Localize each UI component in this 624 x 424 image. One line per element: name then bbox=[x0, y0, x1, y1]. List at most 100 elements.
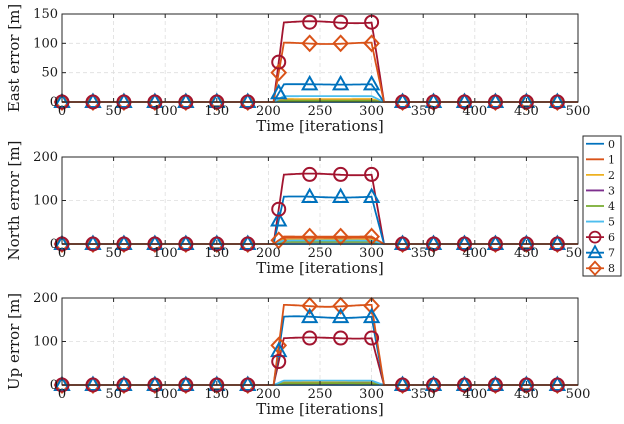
panel2-y-axis-label: North error [m] bbox=[5, 141, 23, 261]
panel3-y-axis-label: Up error [m] bbox=[5, 293, 23, 390]
panel2-series-7-marker bbox=[84, 234, 102, 250]
panel1-x-tick-label: 400 bbox=[462, 104, 487, 119]
panel3-series-7-marker bbox=[455, 375, 474, 391]
panel3-series-8-marker bbox=[270, 336, 288, 355]
panel1-x-tick-label: 100 bbox=[153, 104, 178, 119]
panel3-series-7-marker bbox=[300, 307, 319, 324]
panel3-y-tick-label: 100 bbox=[33, 335, 58, 350]
panel2-x-tick-label: 100 bbox=[153, 246, 178, 261]
panel3-series-6-marker bbox=[302, 330, 318, 346]
panel3-series-7-marker bbox=[115, 375, 133, 391]
panel1-y-axis-label: East error [m] bbox=[5, 4, 23, 113]
panel2-series-7-marker bbox=[548, 234, 567, 250]
panel3-series-7-marker bbox=[362, 307, 381, 324]
panel3-series-7-marker bbox=[548, 375, 567, 391]
panel2-series-6-marker bbox=[302, 166, 318, 182]
panel3-series-7-marker bbox=[239, 375, 257, 391]
panel3-series-6-marker bbox=[333, 330, 349, 346]
panel1-x-tick-label: 350 bbox=[411, 104, 436, 119]
panel1-series-8-marker bbox=[332, 34, 350, 53]
panel1-series-6-marker bbox=[271, 54, 287, 70]
panel3-y-tick-label: 0 bbox=[50, 378, 58, 393]
panel3-series-7-marker bbox=[208, 375, 226, 391]
panel2-x-tick-label: 450 bbox=[514, 246, 539, 261]
panel1-x-tick-label: 300 bbox=[359, 104, 384, 119]
panel1-series-7-marker bbox=[300, 74, 319, 91]
legend-label-6: 6 bbox=[608, 231, 615, 244]
panel3-series-7-marker bbox=[424, 375, 443, 391]
legend-label-1: 1 bbox=[608, 153, 615, 166]
panel1-series-7-marker bbox=[517, 92, 536, 108]
panel1-series-7-marker bbox=[146, 92, 164, 108]
panel1-series-7-marker bbox=[177, 92, 195, 108]
panel3-series-6-marker bbox=[364, 330, 380, 346]
panel1-series-7-marker bbox=[239, 92, 257, 108]
panel1-x-tick-label: 500 bbox=[566, 104, 591, 119]
panel1-series-7-marker bbox=[424, 92, 443, 108]
legend-label-0: 0 bbox=[608, 138, 615, 151]
panel1-x-tick-label: 50 bbox=[105, 104, 122, 119]
panel2-x-tick-label: 200 bbox=[256, 246, 281, 261]
panel3-series-7-marker bbox=[517, 375, 536, 391]
panel3-series-8-marker bbox=[301, 296, 319, 315]
panel3-x-tick-label: 250 bbox=[308, 387, 333, 402]
panel2-series-7-marker bbox=[53, 234, 71, 250]
panel2-x-axis-label: Time [iterations] bbox=[256, 259, 383, 277]
panel1-series-8-marker bbox=[301, 34, 319, 53]
panel2-series-6-marker bbox=[333, 166, 349, 182]
panel1-x-tick-label: 150 bbox=[204, 104, 229, 119]
panel1-series-8-marker bbox=[270, 63, 288, 82]
panel2-series-8-marker bbox=[270, 231, 288, 250]
panel2-series-7-marker bbox=[115, 234, 133, 250]
panel2-series-7-marker bbox=[331, 187, 350, 204]
panel3-x-tick-label: 400 bbox=[462, 387, 487, 402]
panel2-x-tick-label: 400 bbox=[462, 246, 487, 261]
panel1-series-7-marker bbox=[331, 74, 350, 91]
panel2-x-tick-label: 350 bbox=[411, 246, 436, 261]
panel2-series-7-marker bbox=[486, 234, 505, 250]
panel1-x-tick-label: 450 bbox=[514, 104, 539, 119]
panel1-series-7-marker bbox=[270, 83, 288, 100]
panel3-series-8-marker bbox=[332, 296, 350, 315]
panel1-y-tick-label: 150 bbox=[33, 7, 58, 22]
panel3-x-tick-label: 50 bbox=[105, 387, 122, 402]
panel1-x-axis-label: Time [iterations] bbox=[256, 117, 383, 135]
panel3-series-7-marker bbox=[84, 375, 102, 391]
panel3-series-7-marker bbox=[270, 341, 288, 358]
panel1-series-7-marker bbox=[455, 92, 474, 108]
legend-marker-7 bbox=[587, 244, 603, 259]
panel3-x-tick-label: 150 bbox=[204, 387, 229, 402]
panel3-x-tick-label: 200 bbox=[256, 387, 281, 402]
panel1-x-tick-label: 0 bbox=[58, 104, 66, 119]
panel2-series-7-marker bbox=[424, 234, 443, 250]
panel1-series-7-marker bbox=[84, 92, 102, 108]
panel1-series-8-marker bbox=[363, 34, 380, 53]
panel3-series-7-marker bbox=[393, 375, 412, 391]
panel2-series-6-marker bbox=[364, 166, 380, 182]
panel2-x-tick-label: 0 bbox=[58, 246, 66, 261]
legend-label-3: 3 bbox=[608, 184, 615, 197]
panel2-x-tick-label: 250 bbox=[308, 246, 333, 261]
panel1-series-6-marker bbox=[333, 14, 349, 30]
panel2-series-6-marker bbox=[271, 201, 287, 217]
panel2-series-7-marker bbox=[455, 234, 474, 250]
panel2-series-7-marker bbox=[300, 187, 319, 204]
panel3-series-8-marker bbox=[363, 296, 380, 315]
legend-label-8: 8 bbox=[608, 262, 615, 275]
panel3-x-tick-label: 450 bbox=[514, 387, 539, 402]
panel3-series-7-marker bbox=[146, 375, 164, 391]
panel2-x-tick-label: 300 bbox=[359, 246, 384, 261]
panel3-series-7-marker bbox=[486, 375, 505, 391]
panel2-series-7-marker bbox=[517, 234, 536, 250]
panel1-series-7-marker bbox=[486, 92, 505, 108]
panel3-series-7-marker bbox=[331, 307, 350, 324]
panel1-y-tick-label: 100 bbox=[33, 36, 58, 51]
legend-marker-6 bbox=[588, 230, 602, 244]
panel3-y-tick-label: 200 bbox=[33, 291, 58, 306]
panel3-x-axis-label: Time [iterations] bbox=[256, 400, 383, 418]
panel2-series-7-marker bbox=[177, 234, 195, 250]
panel2-x-tick-label: 150 bbox=[204, 246, 229, 261]
panel3-x-tick-label: 500 bbox=[566, 387, 591, 402]
panel1-series-7-marker bbox=[208, 92, 226, 108]
